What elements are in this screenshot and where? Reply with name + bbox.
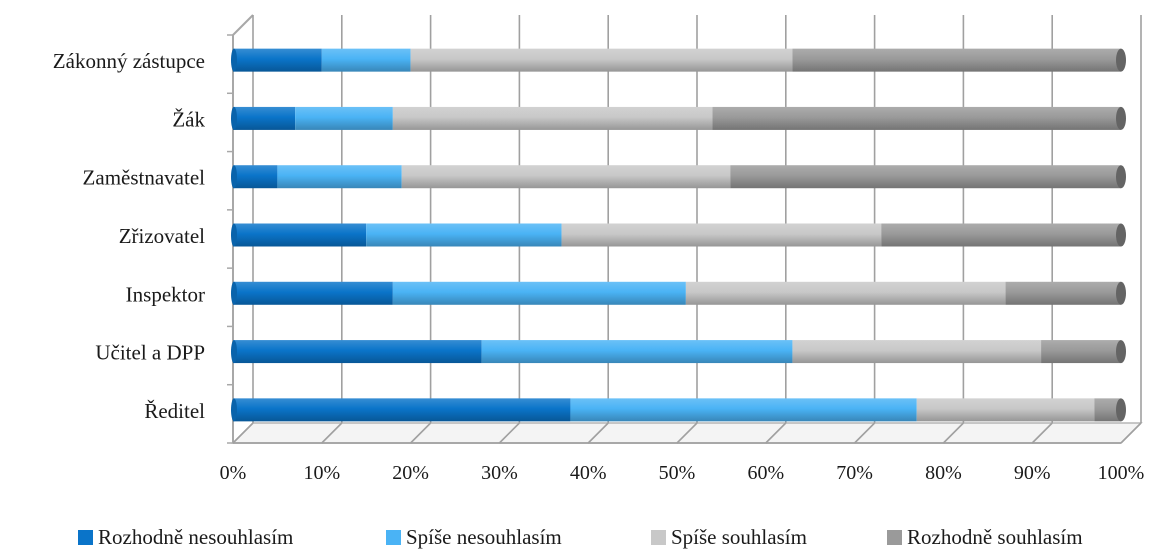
bar-segment [1094,398,1121,422]
bar-segment [321,48,411,72]
bar-segment [410,48,793,72]
bars [231,48,1126,422]
category-label: Zřizovatel [119,224,205,248]
bar-segment [366,223,562,247]
gridline-foot [410,422,432,444]
gridline-foot [232,422,254,444]
legend-label: Rozhodně souhlasím [907,525,1083,549]
bar-segment [392,106,713,130]
legend-swatch [386,530,401,545]
x-tick-label: 20% [392,462,429,484]
bar-segment [712,106,1121,130]
bar-start-cap [231,48,237,72]
bar-segment [561,223,882,247]
bar-segment [233,223,367,247]
gridline-foot [854,422,876,444]
category-label: Učitel a DPP [95,341,205,365]
gridline-foot [498,422,520,444]
gridline-foot [587,422,609,444]
bar-end-cap [1116,48,1126,72]
bar-segment [277,165,402,189]
x-tick-label: 70% [836,462,873,484]
legend-label: Spíše nesouhlasím [406,525,562,549]
x-tick-label: 90% [1014,462,1051,484]
legend-item: Spíše nesouhlasím [386,525,562,550]
legend-swatch [78,530,93,545]
y-axis-top-line [232,14,254,36]
bar-segment [233,165,278,189]
bar-start-cap [231,165,237,189]
gridline-foot [1120,422,1142,444]
gridline-foot [765,422,787,444]
bar-segment [392,281,686,305]
x-tick-label: 80% [925,462,962,484]
bar-end-cap [1116,165,1126,189]
bar-start-cap [231,223,237,247]
category-label: Zaměstnavatel [83,166,206,190]
legend-label: Rozhodně nesouhlasím [98,525,294,549]
x-tick-label: 40% [570,462,607,484]
bar-end-cap [1116,398,1126,422]
legend-label: Spíše souhlasím [671,525,807,549]
bar-segment [233,106,296,130]
bar-segment [685,281,1006,305]
bar-segment [730,165,1121,189]
bar-end-cap [1116,340,1126,364]
bar-start-cap [231,340,237,364]
x-tick-label: 10% [303,462,340,484]
legend-item: Spíše souhlasím [651,525,807,550]
x-tick-label: 50% [659,462,696,484]
bar-segment [481,340,793,364]
category-label: Zákonný zástupce [53,49,205,73]
x-tick-labels: 0% 10% 20% 30% 40% 50% 60% 70% 80% 90% 100% [220,462,1145,484]
bar-segment [792,48,1121,72]
bar-start-cap [231,398,237,422]
bar-segment [233,281,393,305]
bar-segment [233,340,482,364]
bar-segment [233,398,571,422]
bar-segment [1005,281,1121,305]
legend-swatch [887,530,902,545]
bar-segment [401,165,731,189]
bar-segment [295,106,393,130]
bar-segment [792,340,1042,364]
gridline-foot [676,422,698,444]
bar-segment [916,398,1095,422]
gridline-foot [321,422,343,444]
bar-segment [881,223,1121,247]
bar-start-cap [231,106,237,130]
legend: Rozhodně nesouhlasím Spíše nesouhlasím Spí… [0,525,1153,556]
gridline-foot [1031,422,1053,444]
x-tick-label: 60% [747,462,784,484]
bar-start-cap [231,281,237,305]
bar-end-cap [1116,281,1126,305]
category-label: Ředitel [144,399,205,423]
gridline-foot [942,422,964,444]
category-label: Inspektor [126,282,205,306]
bar-end-cap [1116,106,1126,130]
bar-segment [1041,340,1121,364]
stacked-bar-chart: Ředitel Učitel a DPP Inspektor Zřizovatel Za… [53,14,1145,484]
bar-segment [570,398,917,422]
x-tick-label: 0% [220,462,247,484]
legend-item: Rozhodně nesouhlasím [78,525,293,550]
bar-segment [233,48,322,72]
category-labels: Ředitel Učitel a DPP Inspektor Zřizovatel Za… [53,49,206,423]
x-tick-label: 30% [481,462,518,484]
category-label: Žák [172,107,205,131]
bar-end-cap [1116,223,1126,247]
legend-swatch [651,530,666,545]
legend-item: Rozhodně souhlasím [887,525,1083,550]
x-tick-label: 100% [1098,462,1145,484]
